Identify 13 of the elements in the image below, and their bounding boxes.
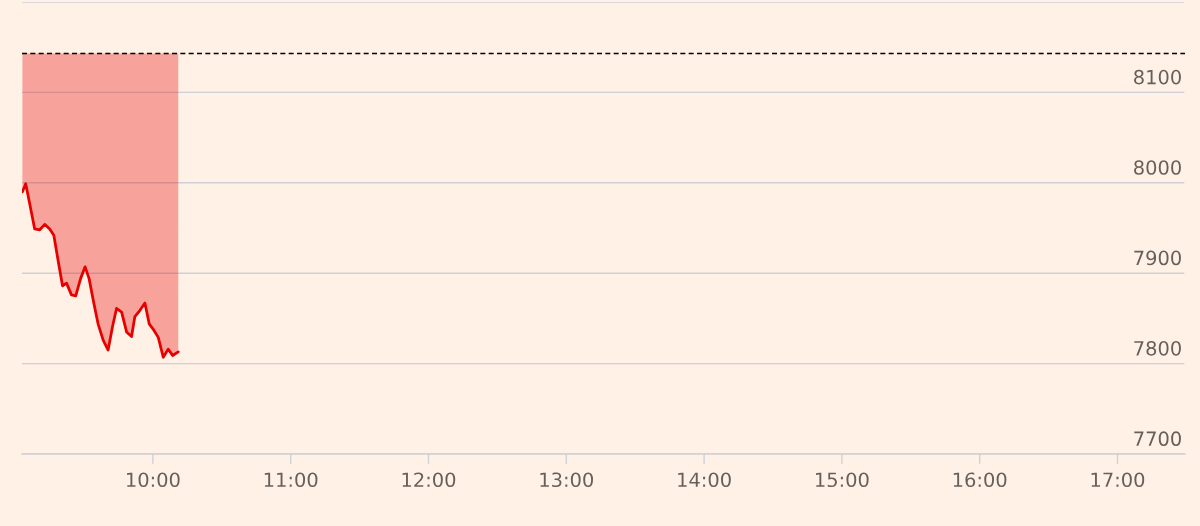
x-tick-label: 17:00 (1091, 472, 1145, 488)
x-tick-label: 14:00 (678, 472, 731, 488)
x-tick-label: 10:00 (127, 472, 180, 488)
x-tick-label: 15:00 (816, 472, 869, 488)
x-tick-label: 16:00 (953, 472, 1007, 488)
x-tick-label: 13:00 (540, 472, 594, 488)
x-tick-label: 12:00 (402, 472, 456, 488)
y-tick-label: 7700 (1134, 431, 1181, 447)
x-tick-label: 11:00 (264, 472, 318, 488)
y-tick-label: 7800 (1134, 340, 1181, 356)
y-tick-label: 8100 (1134, 69, 1181, 85)
y-tick-label: 8000 (1134, 160, 1181, 175)
y-tick-label: 7900 (1134, 250, 1181, 266)
